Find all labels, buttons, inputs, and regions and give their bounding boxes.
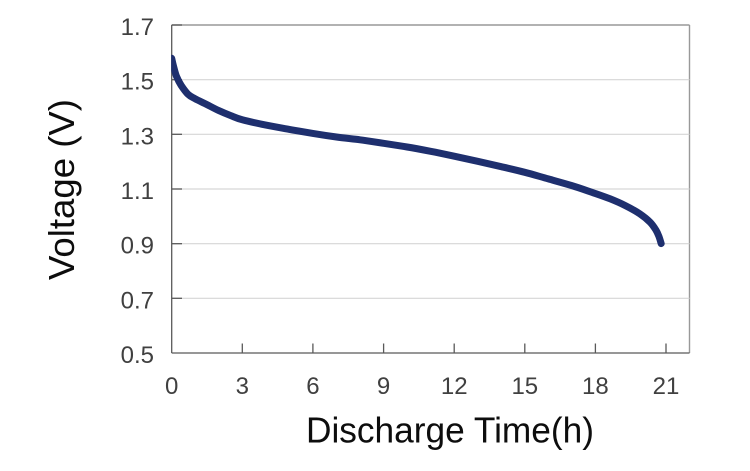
svg-text:21: 21 (653, 373, 680, 400)
svg-text:Discharge Time(h): Discharge Time(h) (306, 410, 594, 451)
svg-text:1.5: 1.5 (121, 69, 154, 96)
svg-text:15: 15 (511, 373, 538, 400)
svg-text:0.5: 0.5 (121, 342, 154, 369)
svg-text:3: 3 (236, 373, 249, 400)
svg-text:Voltage (V): Voltage (V) (41, 99, 82, 280)
svg-text:1.1: 1.1 (121, 178, 154, 205)
svg-text:9: 9 (377, 373, 390, 400)
svg-text:6: 6 (306, 373, 319, 400)
svg-text:1.7: 1.7 (121, 14, 154, 41)
svg-text:18: 18 (582, 373, 609, 400)
svg-text:0.9: 0.9 (121, 233, 154, 260)
svg-text:12: 12 (441, 373, 468, 400)
svg-text:1.3: 1.3 (121, 123, 154, 150)
svg-text:0.7: 0.7 (121, 287, 154, 314)
svg-text:0: 0 (165, 373, 178, 400)
